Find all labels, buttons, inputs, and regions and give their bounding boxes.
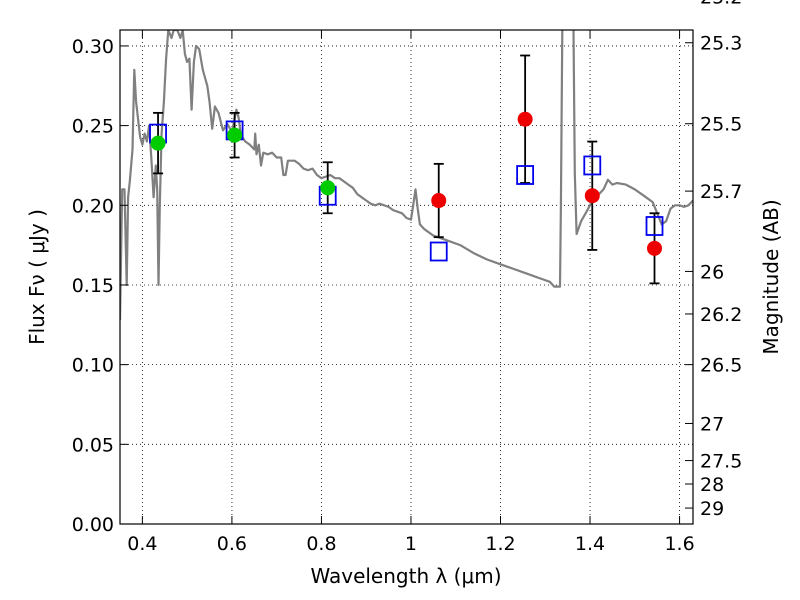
- y-tick-label: 0.00: [72, 514, 114, 536]
- y2-axis-label: Magnitude (AB): [759, 199, 783, 354]
- spectrum-line: [572, 30, 693, 236]
- photometry-point: [227, 127, 243, 143]
- model-square-marker: [645, 216, 664, 236]
- y-tick-label: 0.20: [72, 195, 114, 217]
- photometry-point: [431, 193, 447, 209]
- y2-tick-label: 28: [700, 474, 724, 496]
- photometry-point: [320, 180, 336, 196]
- x-tick-label: 1: [405, 533, 417, 555]
- spectrum-line: [120, 30, 564, 321]
- y-tick-label: 0.15: [72, 275, 114, 297]
- y2-tick-label: 25.5: [700, 114, 742, 136]
- photometry-point: [647, 240, 663, 256]
- model-square-marker: [583, 155, 602, 176]
- model-square-marker: [516, 165, 535, 185]
- y2-tick-label: 29: [700, 498, 724, 520]
- y-axis-label: Flux Fν ( μJy ): [25, 209, 49, 345]
- y-tick-label: 0.25: [72, 116, 114, 138]
- grid-lines: [120, 30, 693, 525]
- y2-tick-label: 27: [700, 413, 724, 435]
- y-tick-label: 0.05: [72, 434, 114, 456]
- photometry-point: [150, 135, 166, 151]
- x-axis-label: Wavelength λ (μm): [310, 564, 501, 588]
- x-tick-label: 0.4: [127, 533, 157, 555]
- y-tick-label: 0.30: [72, 36, 114, 58]
- photometry-point: [517, 111, 533, 127]
- y2-tick-label: 25.7: [700, 181, 742, 203]
- data-markers: [149, 54, 664, 285]
- plot-area: [120, 30, 693, 321]
- x-tick-label: 1.2: [485, 533, 515, 555]
- axes: 0.4 0.6 0.8 1 1.2 1.4 1.6 0.00 0.05 0.10 0.15 0.20 0…: [72, 0, 743, 555]
- y-tick-label: 0.10: [72, 355, 114, 377]
- y2-tick-label: 25.2: [700, 0, 742, 8]
- y2-tick-label: 26.5: [700, 355, 742, 377]
- model-square-marker: [429, 241, 448, 262]
- y2-tick-label: 25.3: [700, 33, 742, 55]
- x-tick-label: 1.6: [664, 533, 694, 555]
- y2-tick-label: 27.5: [700, 451, 742, 473]
- y2-tick-label: 26.2: [700, 304, 742, 326]
- x-tick-label: 1.4: [575, 533, 605, 555]
- photometry-point: [584, 188, 600, 204]
- y2-tick-label: 26: [700, 261, 724, 283]
- x-tick-label: 0.6: [217, 533, 247, 555]
- x-tick-label: 0.8: [306, 533, 336, 555]
- plot-frame: [119, 29, 694, 525]
